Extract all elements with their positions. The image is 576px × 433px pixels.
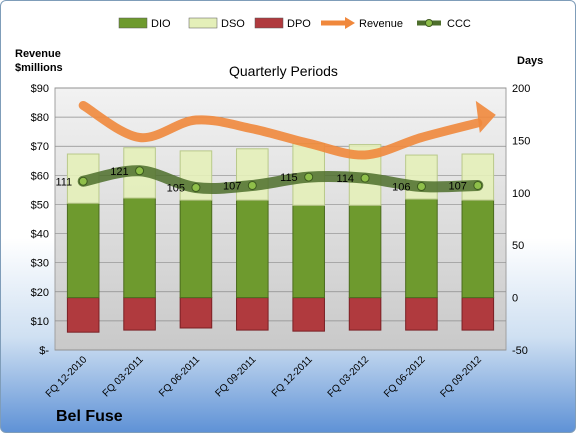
ccc-data-label: 106 xyxy=(392,182,410,194)
dpo-bar xyxy=(405,297,438,331)
ccc-data-label: 107 xyxy=(448,180,466,192)
plot-area: 111 121 105 107 115 114 106 107 xyxy=(54,87,507,351)
left-tick-label: $20 xyxy=(31,287,49,299)
legend-label: CCC xyxy=(447,18,471,30)
ccc-point xyxy=(304,172,314,182)
dpo-bar xyxy=(179,297,213,329)
left-tick-label: $10 xyxy=(31,316,49,328)
legend-label: DPO xyxy=(287,18,311,30)
left-axis-title-line2: $millions xyxy=(15,62,63,74)
left-tick-label: $40 xyxy=(31,229,49,241)
ccc-point xyxy=(78,176,88,186)
ccc-data-label: 111 xyxy=(55,176,72,188)
ccc-point xyxy=(416,182,426,192)
ccc-point xyxy=(135,166,145,176)
legend-swatch-dso xyxy=(188,17,218,29)
category-label: FQ 09-2011 xyxy=(213,354,258,399)
ccc-data-label: 115 xyxy=(280,172,298,184)
legend-label: DSO xyxy=(221,18,245,30)
ccc-data-label: 121 xyxy=(110,166,128,178)
chart-title: Quarterly Periods xyxy=(229,63,338,79)
dio-bar xyxy=(236,199,269,299)
revenue-arrowhead xyxy=(475,100,496,133)
dio-bar xyxy=(461,199,495,299)
ccc-point xyxy=(360,173,370,183)
legend-arrow-revenue xyxy=(345,17,355,29)
right-axis-title: Days xyxy=(517,55,543,67)
dpo-bar xyxy=(236,297,269,331)
left-tick-label: $70 xyxy=(31,141,49,153)
right-tick-label: -50 xyxy=(512,345,528,357)
dpo-bar xyxy=(461,297,495,331)
left-tick-label: $- xyxy=(39,345,49,357)
category-label: FQ 06-2012 xyxy=(382,354,428,400)
category-label: FQ 03-2011 xyxy=(101,354,146,399)
dio-bar xyxy=(123,197,156,299)
legend-label: DIO xyxy=(151,18,171,30)
legend-swatch-dpo xyxy=(254,17,284,29)
ccc-data-label: 107 xyxy=(223,180,241,192)
dpo-bar xyxy=(348,297,382,331)
left-axis-title-line1: Revenue xyxy=(15,48,61,60)
company-name: Bel Fuse xyxy=(56,408,123,425)
dpo-bar xyxy=(123,297,156,331)
ccc-point xyxy=(247,180,257,190)
legend-marker-ccc xyxy=(425,19,433,27)
legend-label: Revenue xyxy=(359,18,403,30)
dio-bar xyxy=(292,204,325,299)
right-tick-label: 0 xyxy=(512,293,518,305)
left-tick-label: $90 xyxy=(31,83,49,95)
right-tick-label: 100 xyxy=(512,188,530,200)
category-label: FQ 09-2012 xyxy=(438,354,484,400)
left-tick-label: $30 xyxy=(31,258,49,270)
dso-bar xyxy=(461,153,495,201)
category-label: FQ 03-2012 xyxy=(326,354,372,400)
dio-bar xyxy=(179,199,213,299)
ccc-data-label: 105 xyxy=(167,183,185,195)
dpo-bar xyxy=(66,297,100,333)
category-label: FQ 06-2011 xyxy=(157,354,202,399)
right-tick-label: 200 xyxy=(512,83,530,95)
dio-bar xyxy=(348,204,382,299)
left-tick-label: $80 xyxy=(31,112,49,124)
dio-bar xyxy=(405,198,438,299)
left-tick-label: $50 xyxy=(31,199,49,211)
ccc-point xyxy=(473,180,483,190)
ccc-data-label: 114 xyxy=(337,173,355,185)
left-tick-label: $60 xyxy=(31,170,49,182)
ccc-point xyxy=(191,183,201,193)
revenue-line xyxy=(78,100,483,160)
category-label: FQ 12-2011 xyxy=(270,354,315,399)
category-label: FQ 12-2010 xyxy=(44,354,90,400)
dpo-bar xyxy=(292,297,325,332)
legend-swatch-dio xyxy=(118,17,148,29)
dio-bar xyxy=(66,202,100,299)
right-tick-label: 150 xyxy=(512,135,530,147)
right-tick-label: 50 xyxy=(512,240,524,252)
ccc-line xyxy=(77,165,484,195)
legend: DIO DSO DPO Revenue CCC xyxy=(118,17,471,30)
